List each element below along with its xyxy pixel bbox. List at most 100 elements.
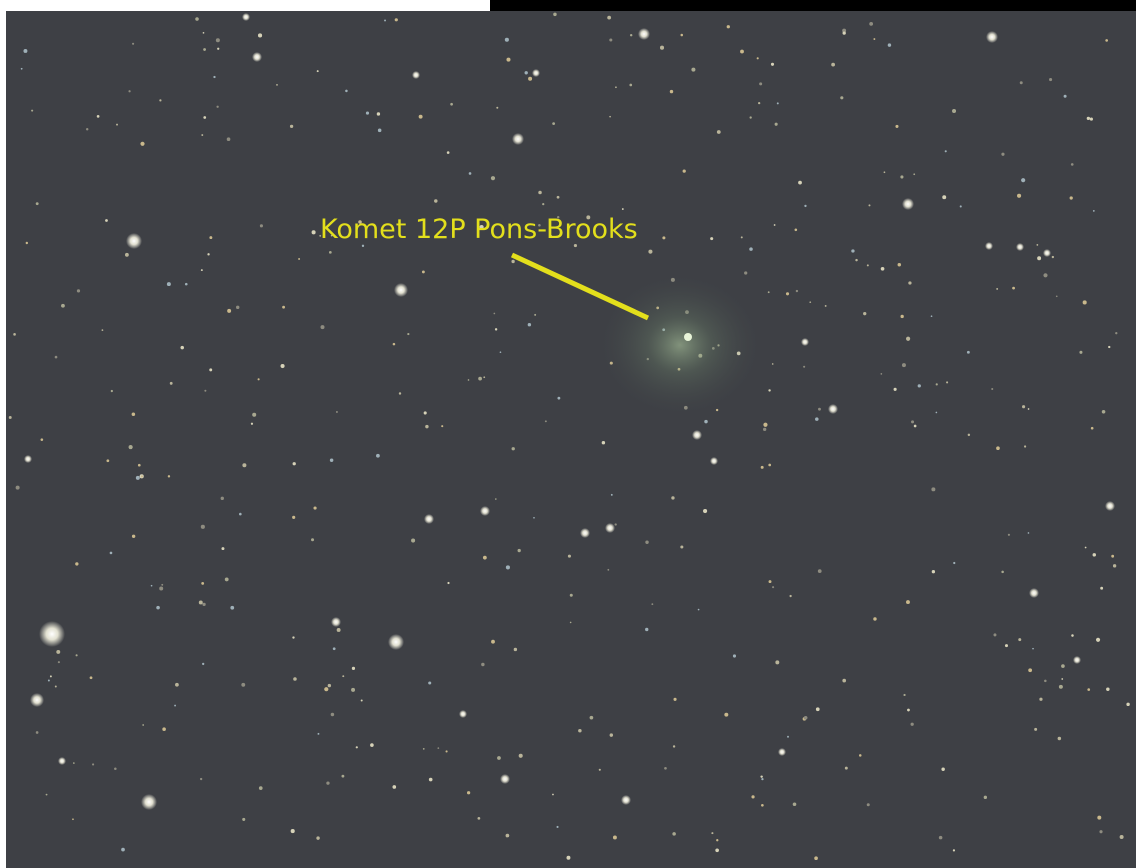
star [201, 525, 205, 529]
star [900, 175, 903, 178]
star [1012, 287, 1015, 290]
star [1034, 728, 1037, 731]
star [342, 675, 344, 677]
photo: Komet 12P Pons-Brooks [0, 0, 1136, 868]
star [607, 569, 609, 571]
star [1052, 256, 1054, 258]
star [469, 172, 472, 175]
star [227, 137, 231, 141]
star [611, 494, 613, 496]
star [775, 123, 778, 126]
star [991, 388, 993, 390]
star [533, 517, 535, 519]
star [92, 763, 94, 765]
star [884, 171, 886, 173]
star [622, 208, 624, 210]
star [908, 281, 911, 284]
star [727, 25, 730, 28]
star [842, 679, 846, 683]
star [138, 464, 141, 467]
star [105, 219, 108, 222]
star [902, 198, 914, 210]
star [787, 736, 789, 738]
star [553, 13, 556, 16]
sky-left [6, 11, 490, 868]
star [132, 535, 135, 538]
star [328, 684, 331, 687]
star [1100, 587, 1103, 590]
star [316, 836, 319, 839]
star [952, 109, 956, 113]
star [645, 628, 648, 631]
star [867, 264, 869, 266]
star [1028, 668, 1032, 672]
star [512, 447, 515, 450]
top-border [490, 0, 1136, 11]
star [931, 487, 935, 491]
star [1018, 638, 1021, 641]
star [931, 315, 933, 317]
star [985, 242, 993, 250]
star [352, 667, 355, 670]
star [203, 116, 206, 119]
star [201, 134, 203, 136]
star [599, 769, 601, 771]
star [758, 102, 760, 104]
star [716, 409, 718, 411]
star [496, 107, 498, 109]
star [162, 727, 166, 731]
star [110, 552, 113, 555]
star [525, 71, 528, 74]
star [673, 745, 675, 747]
star [441, 425, 443, 427]
star [370, 743, 374, 747]
star [493, 313, 495, 315]
star [16, 486, 20, 490]
star [566, 856, 570, 860]
star [252, 52, 262, 62]
star [480, 506, 490, 516]
star [815, 417, 819, 421]
star [318, 733, 320, 735]
star [1093, 553, 1096, 556]
star [221, 547, 224, 550]
star [769, 580, 772, 583]
star [796, 290, 798, 292]
star [424, 514, 434, 524]
star [506, 58, 510, 62]
star [290, 125, 293, 128]
star [680, 34, 683, 37]
star [615, 86, 617, 88]
star [331, 617, 341, 627]
star [236, 306, 239, 309]
star [609, 38, 612, 41]
star [252, 413, 256, 417]
star [395, 18, 398, 21]
star [1087, 688, 1090, 691]
star [13, 333, 16, 336]
star [831, 63, 835, 67]
star [500, 774, 510, 784]
star [1113, 564, 1116, 567]
star [111, 390, 113, 392]
star [902, 363, 906, 367]
star [993, 633, 996, 636]
star [772, 586, 774, 588]
star [945, 150, 947, 152]
star [459, 710, 467, 718]
star [845, 767, 848, 770]
star [161, 584, 163, 586]
star [73, 762, 75, 764]
star [361, 699, 363, 701]
star [55, 356, 58, 359]
star [1021, 178, 1025, 182]
star [768, 389, 770, 391]
star [216, 106, 218, 108]
star [1071, 163, 1074, 166]
star [121, 848, 125, 852]
star [58, 661, 60, 663]
star [419, 115, 423, 119]
star [116, 124, 118, 126]
star [1005, 644, 1008, 647]
star [1043, 273, 1047, 277]
